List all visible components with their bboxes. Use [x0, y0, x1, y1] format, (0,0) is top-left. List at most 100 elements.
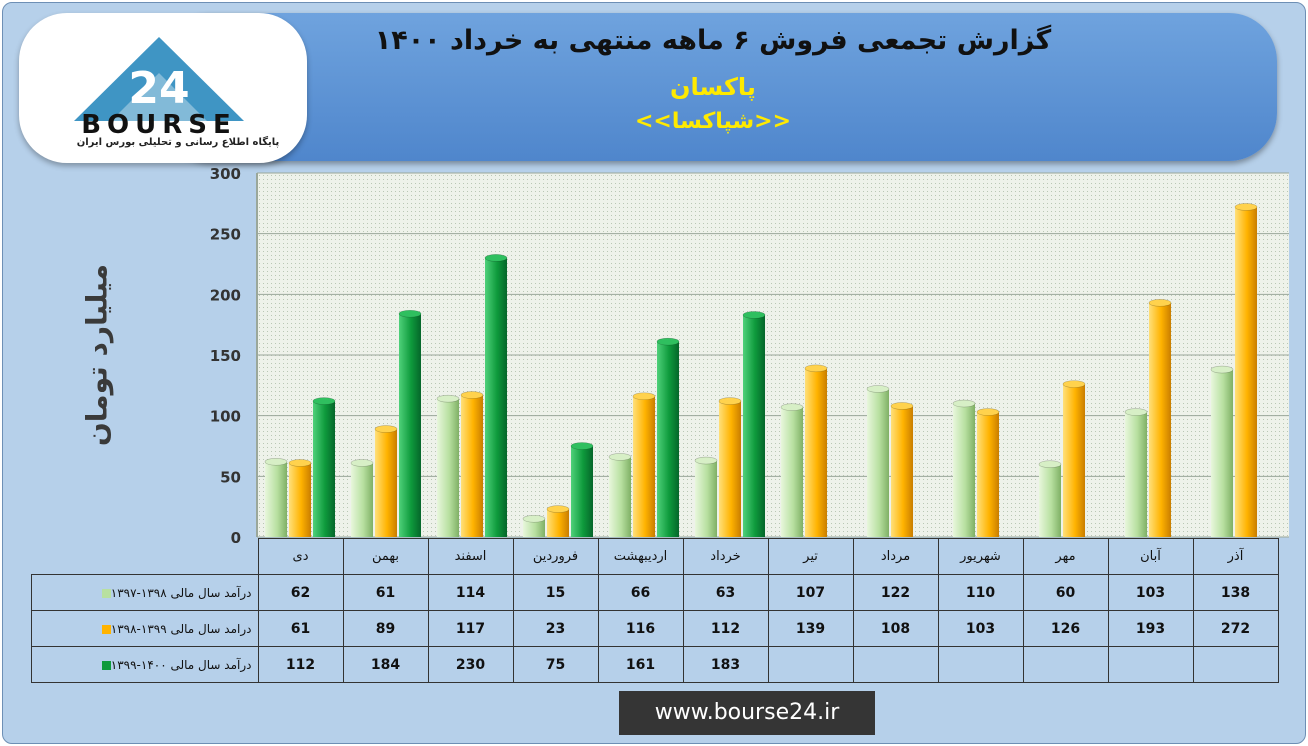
bar-cap — [1234, 203, 1258, 211]
y-axis-label: میلیارد تومان — [80, 263, 114, 447]
bar-cap — [1038, 460, 1062, 469]
x-tick-label: آبان — [1107, 538, 1194, 575]
data-label — [1107, 646, 1194, 683]
bar-cap — [1148, 299, 1172, 307]
bar-body — [289, 462, 311, 537]
bar — [804, 364, 828, 537]
bar-cap — [374, 425, 398, 433]
data-label: 103 — [937, 610, 1024, 647]
bar — [608, 453, 632, 537]
x-tick-label: خرداد — [682, 538, 769, 575]
bar-cap — [436, 394, 460, 403]
data-label: 62 — [257, 574, 344, 611]
data-label: 112 — [257, 646, 344, 683]
bar — [952, 399, 976, 537]
bar-cap — [694, 456, 718, 465]
bar-body — [743, 314, 765, 537]
data-label: 15 — [512, 574, 599, 611]
data-label: 161 — [597, 646, 684, 683]
bar-body — [547, 509, 569, 537]
bar — [1062, 380, 1086, 537]
x-tick-label: مهر — [1022, 538, 1109, 575]
bar-body — [571, 446, 593, 537]
data-label: 103 — [1107, 574, 1194, 611]
bar-body — [633, 396, 655, 537]
bar — [288, 459, 312, 537]
bar-body — [977, 412, 999, 537]
bar-cap — [804, 364, 828, 373]
bar — [976, 408, 1000, 537]
bar — [264, 457, 288, 537]
x-tick-label: اردیبهشت — [597, 538, 684, 575]
table-row: درامد سال مالی ۱۳۹۹-۱۳۹۸ 61 89 117 23 116 112 1… — [31, 610, 1279, 647]
bar-chart: 0 50 100 150 200 250 300 — [210, 165, 1289, 547]
data-label: 66 — [597, 574, 684, 611]
bar — [1234, 203, 1258, 537]
bar-body — [313, 401, 335, 537]
data-label — [937, 646, 1024, 683]
bar-cap — [264, 457, 288, 466]
bar — [780, 403, 804, 537]
bar-body — [1211, 369, 1233, 537]
bar-cap — [1124, 408, 1148, 416]
chart-title: گزارش تجمعی فروش ۶ ماهه منتهی به خرداد ۱… — [374, 25, 1052, 56]
bar — [350, 459, 374, 537]
bar-cap — [742, 311, 766, 319]
x-tick-label: آذر — [1192, 538, 1279, 575]
bar-cap — [570, 442, 594, 450]
bar-body — [953, 403, 975, 537]
bar-cap — [546, 505, 570, 513]
bar-body — [375, 429, 397, 537]
bar-body — [265, 461, 287, 537]
x-tick-label: اسفند — [427, 538, 514, 575]
bar-cap — [522, 514, 546, 523]
x-tick-label: فروردین — [512, 538, 599, 575]
data-label: 117 — [427, 610, 514, 647]
bar-body — [609, 456, 631, 537]
bar-body — [719, 401, 741, 537]
data-label: 193 — [1107, 610, 1194, 647]
bar — [1038, 460, 1062, 537]
table-corner — [31, 538, 259, 575]
data-label: 107 — [767, 574, 854, 611]
bar-body — [805, 368, 827, 537]
bar — [866, 385, 890, 537]
bar — [546, 505, 570, 537]
x-tick-label: مرداد — [852, 538, 939, 575]
data-label — [1022, 646, 1109, 683]
bar-body — [1063, 384, 1085, 537]
data-label: 126 — [1022, 610, 1109, 647]
legend-entry: درآمد سال مالی ۱۴۰۰-۱۳۹۹ — [31, 646, 259, 683]
data-label: 138 — [1192, 574, 1279, 611]
bar-cap — [1062, 380, 1086, 388]
stock-symbol: <<شپاکسا>> — [634, 109, 792, 134]
logo-mountain-highlight — [111, 73, 207, 121]
bar-body — [1235, 206, 1257, 537]
y-tick-label: 150 — [210, 347, 241, 365]
table-row: درآمد سال مالی ۱۳۹۸-۱۳۹۷ 62 61 114 15 66 63 107… — [31, 574, 1279, 611]
bar-cap — [632, 392, 656, 401]
y-tick-label: 250 — [210, 226, 241, 244]
bourse24-logo: 24 BOURSE پایگاه اطلاع رسانی و تحلیلی بو… — [19, 13, 307, 163]
bar-body — [437, 398, 459, 537]
data-label: 116 — [597, 610, 684, 647]
y-tick-label: 50 — [220, 468, 241, 486]
bar — [1148, 299, 1172, 537]
x-tick-label: شهریور — [937, 538, 1024, 575]
legend-swatch — [101, 660, 111, 670]
website-url[interactable]: www.bourse24.ir — [619, 691, 875, 735]
data-label: 23 — [512, 610, 599, 647]
data-label: 61 — [342, 574, 429, 611]
bar — [632, 392, 656, 537]
bar-body — [1149, 302, 1171, 537]
legend-swatch — [101, 588, 111, 598]
y-tick-label: 100 — [210, 408, 241, 426]
bar-cap — [976, 408, 1000, 416]
series-name: درآمد سال مالی ۱۳۹۸-۱۳۹۷ — [110, 585, 252, 600]
title-banner — [163, 13, 1277, 161]
bar-cap — [1210, 365, 1234, 374]
bar — [522, 514, 546, 537]
data-label — [852, 646, 939, 683]
logo-caption: پایگاه اطلاع رسانی و تحلیلی بورس ایران — [76, 137, 280, 148]
